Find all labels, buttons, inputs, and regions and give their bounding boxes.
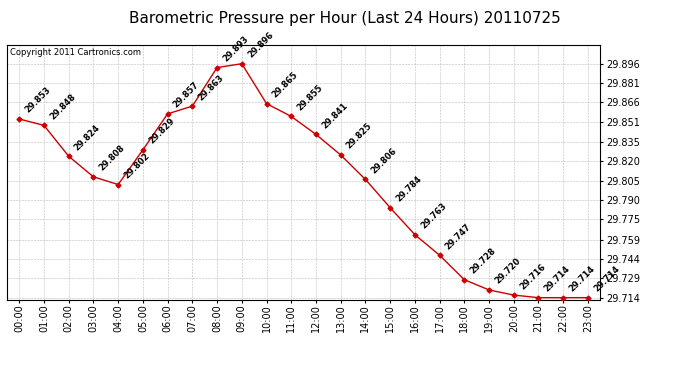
Text: 29.824: 29.824: [73, 123, 102, 152]
Text: 29.896: 29.896: [246, 30, 275, 60]
Text: 29.720: 29.720: [493, 256, 522, 286]
Text: 29.855: 29.855: [295, 83, 325, 112]
Text: 29.747: 29.747: [444, 222, 473, 251]
Text: 29.848: 29.848: [48, 92, 77, 121]
Text: 29.716: 29.716: [518, 262, 547, 291]
Text: 29.714: 29.714: [567, 264, 597, 294]
Text: 29.714: 29.714: [542, 264, 572, 294]
Text: 29.714: 29.714: [592, 264, 622, 294]
Text: 29.841: 29.841: [320, 101, 349, 130]
Text: 29.865: 29.865: [270, 70, 300, 99]
Text: Copyright 2011 Cartronics.com: Copyright 2011 Cartronics.com: [10, 48, 141, 57]
Text: 29.763: 29.763: [419, 201, 448, 231]
Text: 29.853: 29.853: [23, 86, 52, 115]
Text: 29.802: 29.802: [122, 151, 152, 180]
Text: 29.825: 29.825: [345, 122, 374, 151]
Text: 29.808: 29.808: [97, 144, 127, 172]
Text: 29.806: 29.806: [370, 146, 399, 175]
Text: 29.784: 29.784: [394, 174, 424, 204]
Text: 29.863: 29.863: [197, 73, 226, 102]
Text: Barometric Pressure per Hour (Last 24 Hours) 20110725: Barometric Pressure per Hour (Last 24 Ho…: [129, 11, 561, 26]
Text: 29.893: 29.893: [221, 34, 250, 63]
Text: 29.857: 29.857: [172, 81, 201, 110]
Text: 29.728: 29.728: [469, 246, 497, 276]
Text: 29.829: 29.829: [147, 117, 176, 146]
